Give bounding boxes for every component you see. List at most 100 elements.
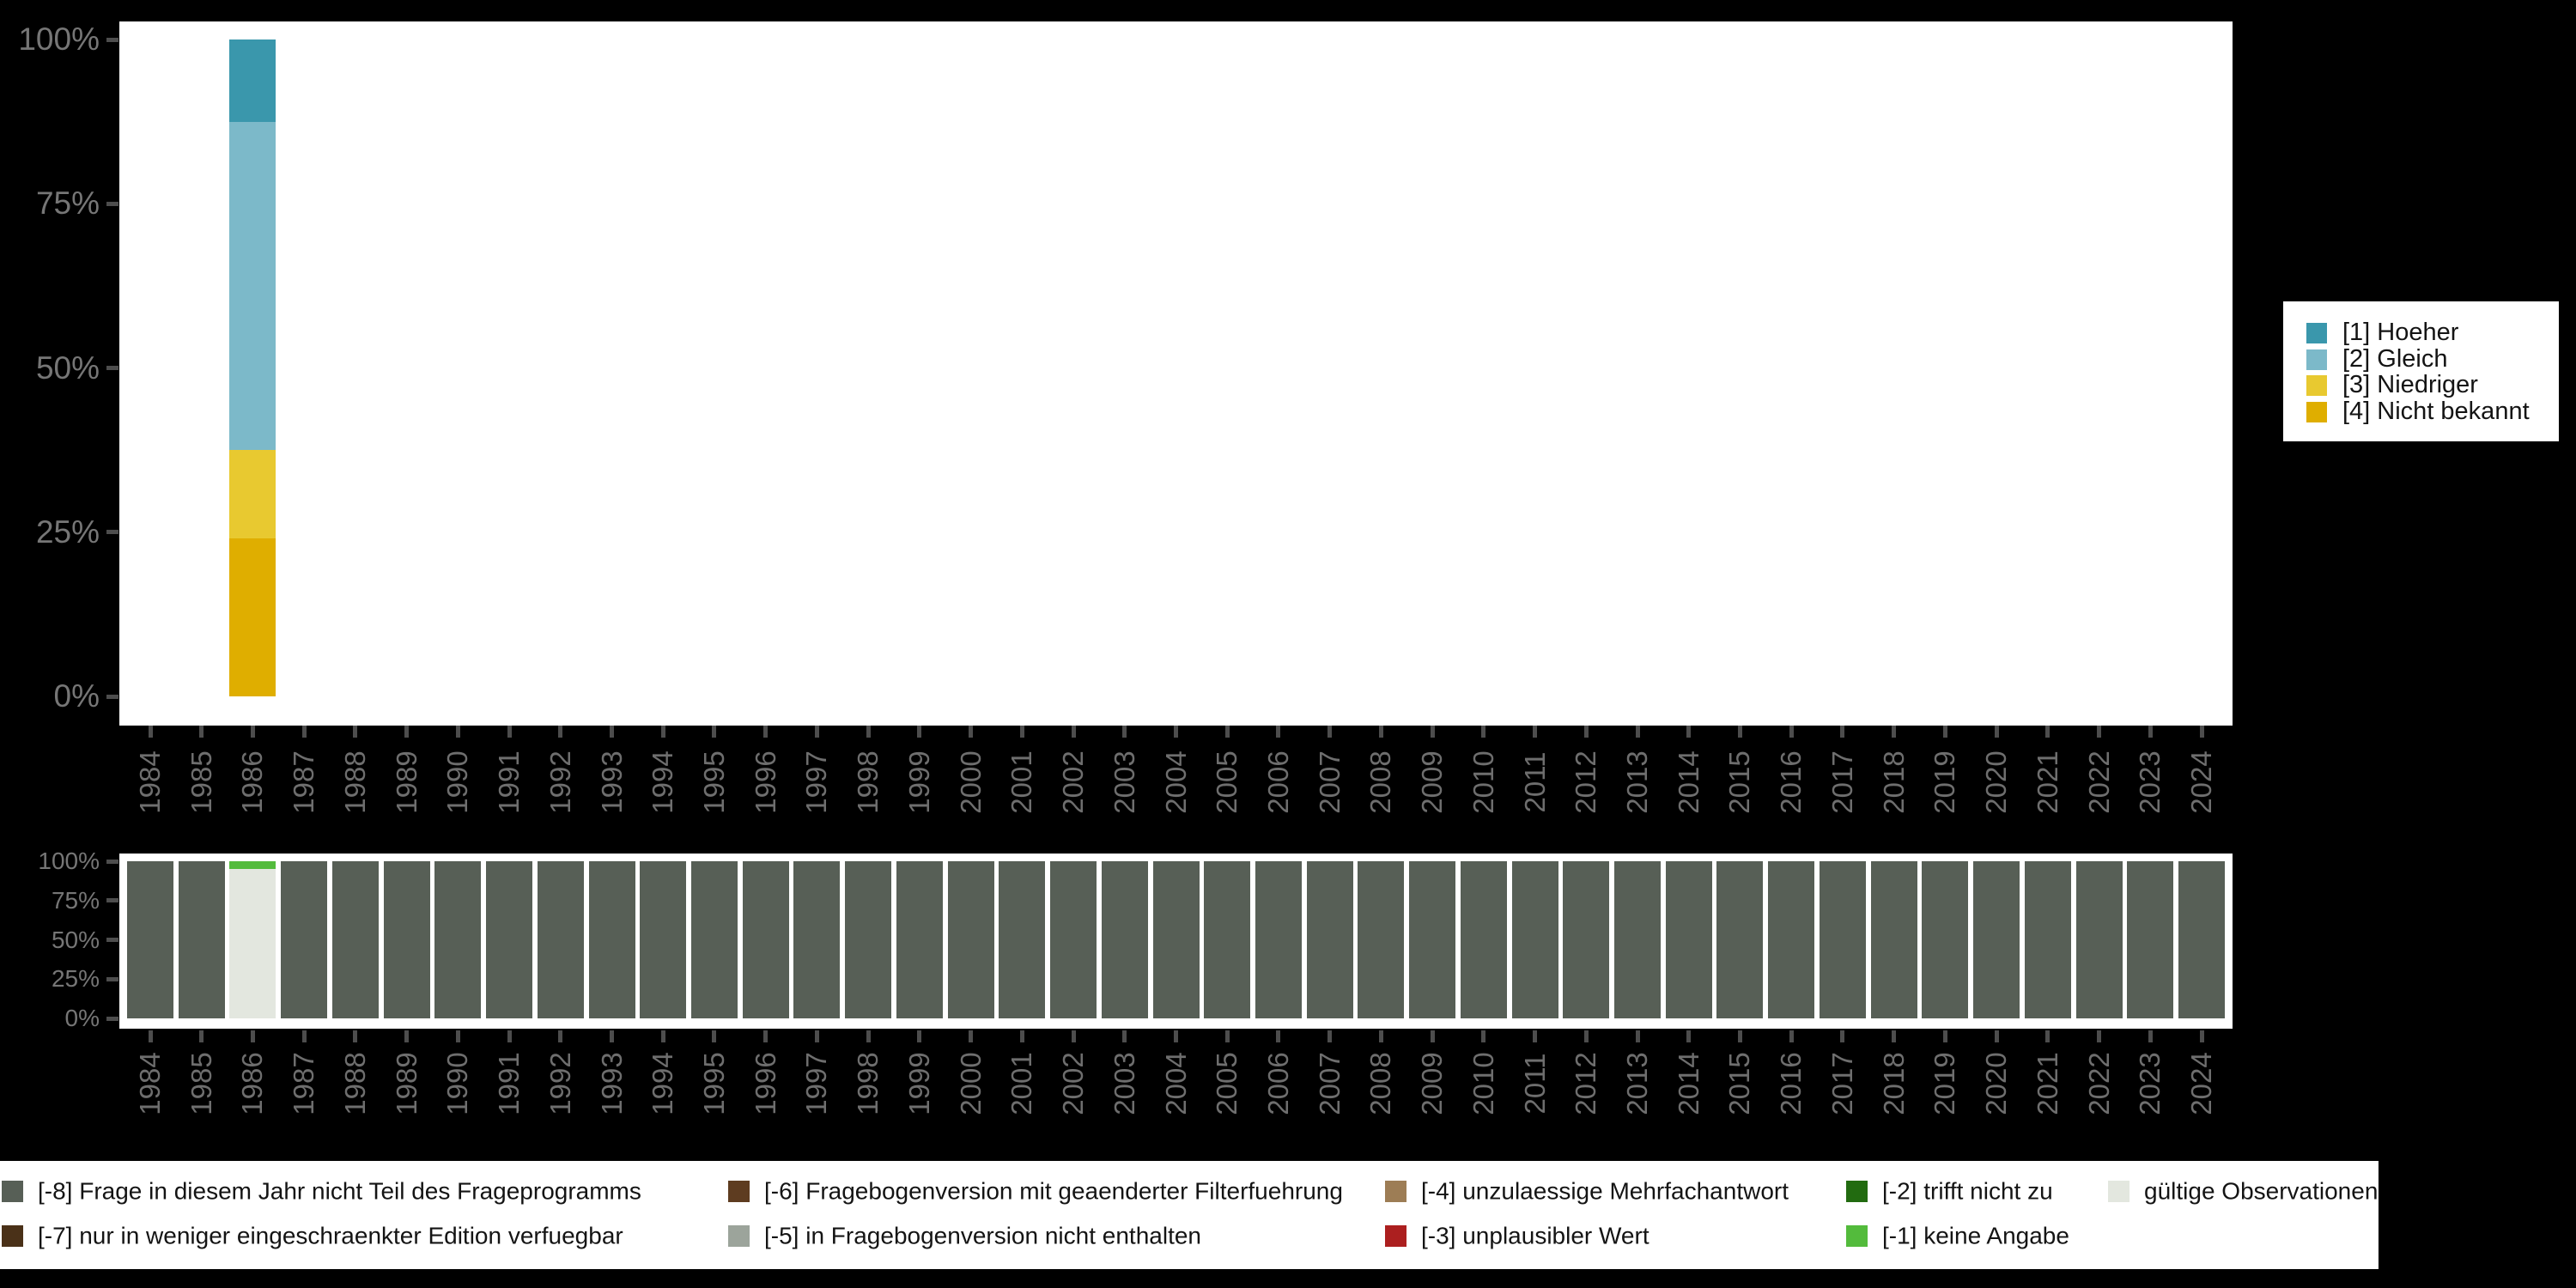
missing-legend-label: [-8] Frage in diesem Jahr nicht Teil des… — [38, 1177, 641, 1205]
missing-legend-swatch — [2, 1225, 23, 1247]
x-axis-tick — [1122, 726, 1127, 738]
bar-2011-segment — [1511, 861, 1558, 1018]
x-axis-tick — [1481, 726, 1486, 738]
bar-2021-segment — [2024, 861, 2071, 1018]
x-axis-tick — [763, 726, 769, 738]
x-axis-label-2005: 2005 — [1211, 1052, 1243, 1115]
x-axis-label-2017: 2017 — [1826, 1052, 1858, 1115]
x-axis-tick — [917, 1030, 922, 1042]
missing-legend-label: gültige Observationen — [2144, 1177, 2379, 1205]
y-axis-tick — [106, 898, 118, 903]
x-axis-label-1995: 1995 — [697, 750, 730, 814]
bar-2000-segment — [947, 861, 994, 1018]
bar-2013-segment — [1614, 861, 1662, 1018]
legend-label: [1] Hoeher — [2342, 318, 2459, 346]
x-axis-tick — [1019, 726, 1024, 738]
x-axis-tick — [660, 726, 665, 738]
x-axis-label-1987: 1987 — [288, 750, 320, 814]
x-axis-label-2008: 2008 — [1364, 1052, 1397, 1115]
x-axis-tick — [1686, 1030, 1692, 1042]
x-axis-tick — [148, 1030, 153, 1042]
x-axis-tick — [1789, 1030, 1794, 1042]
legend-swatch — [2306, 375, 2327, 397]
bar-2015-segment — [1716, 861, 1764, 1018]
x-axis-tick — [1276, 1030, 1281, 1042]
x-axis-tick — [814, 1030, 819, 1042]
x-axis-label-2015: 2015 — [1723, 750, 1756, 814]
x-axis-tick — [1942, 726, 1947, 738]
x-axis-label-2000: 2000 — [954, 1052, 987, 1115]
x-axis-tick — [969, 726, 974, 738]
x-axis-label-1986: 1986 — [236, 750, 269, 814]
x-axis-label-2019: 2019 — [1929, 1052, 1961, 1115]
bar-2024-segment — [2178, 861, 2225, 1018]
x-axis-tick — [2148, 726, 2153, 738]
bar-2006-segment — [1255, 861, 1302, 1018]
x-axis-tick — [763, 1030, 769, 1042]
bar-2002-segment — [1050, 861, 1097, 1018]
x-axis-label-2019: 2019 — [1929, 750, 1961, 814]
x-axis-label-2012: 2012 — [1570, 750, 1602, 814]
x-axis-label-1988: 1988 — [338, 750, 371, 814]
x-axis-tick — [1327, 726, 1333, 738]
bar-1984-segment — [127, 861, 173, 1018]
x-axis-label-1993: 1993 — [595, 1052, 628, 1115]
x-axis-tick — [610, 726, 615, 738]
x-axis-tick — [2045, 726, 2050, 738]
x-axis-label-1984: 1984 — [134, 1052, 166, 1115]
bar-1986-segment — [229, 538, 276, 696]
missing-legend-label: [-3] unplausibler Wert — [1421, 1222, 1649, 1249]
x-axis-tick — [1071, 726, 1076, 738]
x-axis-tick — [250, 726, 255, 738]
x-axis-label-2021: 2021 — [2031, 1052, 2063, 1115]
x-axis-tick — [2199, 726, 2204, 738]
x-axis-tick — [2199, 1030, 2204, 1042]
y-axis-tick — [106, 694, 118, 699]
x-axis-tick — [866, 1030, 871, 1042]
bar-2017-segment — [1819, 861, 1866, 1018]
x-axis-tick — [301, 1030, 307, 1042]
bar-2007-segment — [1306, 861, 1353, 1018]
legend-label: [4] Nicht bekannt — [2342, 397, 2530, 425]
bar-1992-segment — [537, 861, 584, 1018]
x-axis-tick — [1224, 1030, 1230, 1042]
x-axis-label-1992: 1992 — [544, 1052, 576, 1115]
x-axis-label-1992: 1992 — [544, 750, 576, 814]
y-axis-tick — [106, 938, 118, 942]
bar-2009-segment — [1409, 861, 1456, 1018]
bar-2019-segment — [1922, 861, 1969, 1018]
x-axis-label-1997: 1997 — [800, 750, 833, 814]
y-axis-label: 50% — [35, 349, 100, 386]
bar-2020-segment — [1973, 861, 2020, 1018]
x-axis-tick — [610, 1030, 615, 1042]
x-axis-label-1985: 1985 — [185, 1052, 217, 1115]
x-axis-label-1998: 1998 — [852, 750, 884, 814]
x-axis-label-1994: 1994 — [647, 1052, 679, 1115]
y-axis-tick — [106, 976, 118, 981]
legend-swatch — [2306, 323, 2327, 343]
x-axis-label-1990: 1990 — [441, 750, 474, 814]
missing-legend-swatch — [1846, 1225, 1868, 1247]
missing-legend-swatch — [728, 1225, 750, 1247]
x-axis-label-2024: 2024 — [2185, 750, 2217, 814]
y-axis-label: 100% — [38, 848, 100, 874]
x-axis-tick — [507, 1030, 512, 1042]
x-axis-label-2015: 2015 — [1723, 1052, 1756, 1115]
y-axis-tick — [106, 1016, 118, 1021]
x-axis-label-2010: 2010 — [1467, 1052, 1499, 1115]
x-axis-label-1993: 1993 — [595, 750, 628, 814]
x-axis-label-1986: 1986 — [236, 1052, 269, 1115]
x-axis-tick — [1892, 1030, 1897, 1042]
bar-1999-segment — [896, 861, 943, 1018]
bar-1986-segment — [229, 39, 276, 122]
x-axis-label-1988: 1988 — [338, 1052, 371, 1115]
bar-1986-segment — [229, 869, 276, 1018]
bar-1996-segment — [742, 861, 789, 1018]
bar-1990-segment — [434, 861, 482, 1018]
top-legend-box — [2283, 301, 2559, 441]
x-axis-label-2016: 2016 — [1775, 750, 1807, 814]
x-axis-tick — [1533, 1030, 1538, 1042]
missing-legend-label: [-5] in Fragebogenversion nicht enthalte… — [764, 1222, 1201, 1249]
bar-2018-segment — [1870, 861, 1917, 1018]
